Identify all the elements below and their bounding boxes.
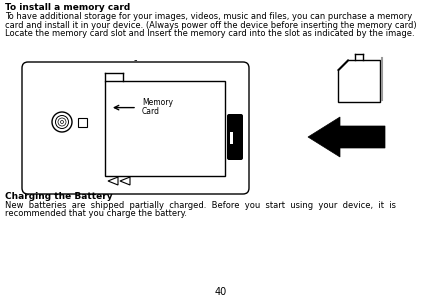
Text: 40: 40 bbox=[215, 287, 227, 297]
Bar bbox=[78, 118, 87, 127]
FancyBboxPatch shape bbox=[22, 62, 249, 194]
Bar bbox=[230, 132, 233, 144]
Polygon shape bbox=[108, 177, 118, 185]
Text: -: - bbox=[134, 55, 137, 65]
Polygon shape bbox=[120, 177, 130, 185]
Bar bbox=[105, 81, 225, 176]
Text: To install a memory card: To install a memory card bbox=[5, 3, 130, 12]
Polygon shape bbox=[338, 60, 380, 102]
Circle shape bbox=[58, 118, 66, 126]
Text: Memory: Memory bbox=[142, 98, 173, 107]
Text: Locate the memory card slot and Insert the memory card into the slot as indicate: Locate the memory card slot and Insert t… bbox=[5, 29, 415, 38]
FancyBboxPatch shape bbox=[227, 114, 243, 160]
Circle shape bbox=[56, 116, 69, 128]
Text: To have additional storage for your images, videos, music and files, you can pur: To have additional storage for your imag… bbox=[5, 12, 412, 21]
Polygon shape bbox=[308, 117, 385, 157]
Circle shape bbox=[61, 121, 64, 124]
Text: Card: Card bbox=[142, 107, 160, 116]
Text: recommended that you charge the battery.: recommended that you charge the battery. bbox=[5, 209, 187, 218]
Text: New  batteries  are  shipped  partially  charged.  Before  you  start  using  yo: New batteries are shipped partially char… bbox=[5, 201, 396, 210]
Circle shape bbox=[52, 112, 72, 132]
Text: card and install it in your device. (Always power off the device before insertin: card and install it in your device. (Alw… bbox=[5, 20, 417, 29]
Text: Charging the Battery: Charging the Battery bbox=[5, 192, 113, 201]
